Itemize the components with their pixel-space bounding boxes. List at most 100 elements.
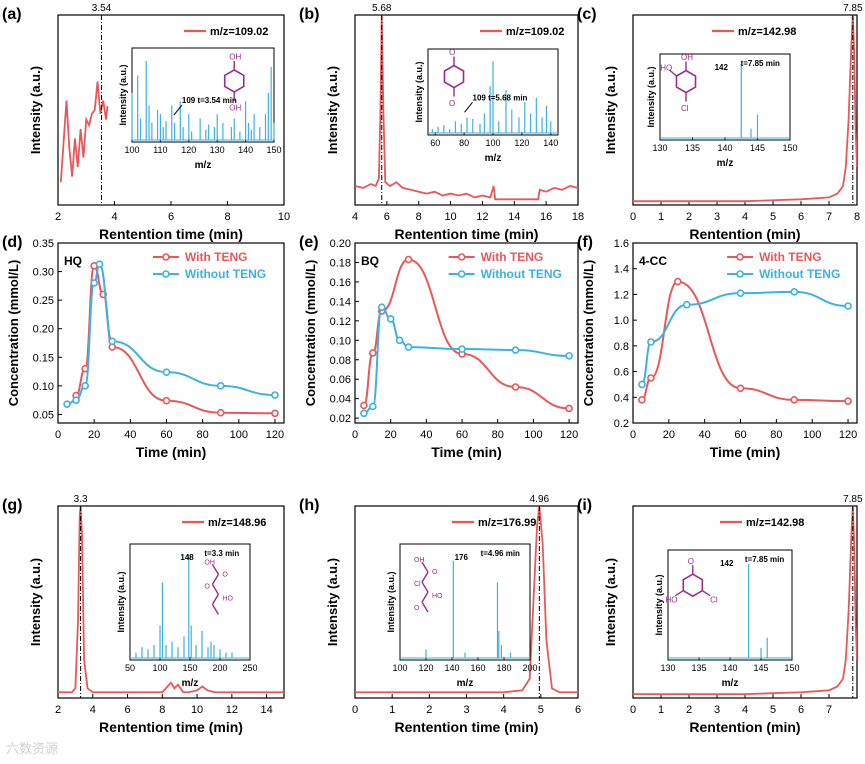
molecule-atom-label: O: [432, 569, 438, 576]
molecule-bond: [211, 584, 220, 595]
x-axis-label: Rentention time (min): [99, 719, 243, 735]
retention-label: 3.3: [74, 494, 88, 505]
peak-annotation: t=3.3 min: [204, 549, 239, 558]
series-line: [640, 290, 849, 386]
y-tick-label: 0.18: [330, 257, 351, 269]
data-point: [369, 349, 377, 357]
x-tick-label: 2: [55, 211, 61, 223]
molecule-bond: [421, 571, 429, 583]
panel-label: (a): [2, 6, 22, 23]
y-axis-label: Concentration (mmol/L): [303, 260, 318, 407]
peak-label: 148: [180, 553, 194, 562]
inset-x-tick-label: 140: [717, 143, 732, 153]
retention-label: 3.54: [92, 3, 112, 14]
x-tick-label: 0: [352, 704, 358, 716]
y-tick-label: 0.04: [330, 394, 351, 406]
inset-x-tick-label: 120: [418, 663, 433, 673]
panel-label: (b): [299, 6, 319, 23]
legend-entry: Without TENG: [759, 267, 840, 281]
x-tick-label: 8: [416, 211, 422, 223]
x-tick-label: 7: [826, 704, 832, 716]
x-tick-label: 3: [714, 704, 720, 716]
y-tick-label: 0.12: [330, 316, 351, 328]
inset-x-label: m/z: [182, 678, 199, 689]
inset-x-tick-label: 100: [152, 663, 167, 673]
molecule-atom-label: O: [222, 571, 228, 578]
y-tick-label: 0.35: [33, 238, 54, 250]
inset-x-tick-label: 50: [125, 663, 135, 673]
x-tick-label: 14: [260, 704, 272, 716]
x-tick-label: 4: [501, 704, 507, 716]
x-tick-label: 12: [226, 704, 238, 716]
molecule-atom-label: OH: [229, 53, 241, 62]
panel-label: (e): [299, 234, 319, 251]
data-point: [682, 300, 691, 309]
inset-x-tick-label: 60: [430, 138, 440, 148]
series-line: [59, 81, 109, 183]
x-tick-label: 6: [384, 211, 390, 223]
inset-frame: [399, 543, 531, 661]
molecule-bond: [669, 69, 677, 77]
retention-label: 7.85: [843, 494, 863, 505]
data-point: [790, 396, 799, 404]
chart-panel-f: (f) Time (min) Concentration (mmol/L) 0 20 40…: [577, 234, 858, 460]
inset-x-tick-label: 250: [242, 663, 257, 673]
x-tick-label: 40: [124, 429, 136, 441]
data-point: [81, 382, 89, 390]
y-axis-label: Concentration (mmol/L): [581, 260, 596, 407]
chart-panel-c: (c) Rentention (min) Intensity (a.u.) 0 1 2 3 4…: [577, 3, 863, 242]
legend-entry: m/z=109.02: [506, 26, 564, 38]
panel-label: (h): [299, 497, 319, 514]
inset-x-tick-label: 135: [685, 143, 700, 153]
legend-marker: [457, 270, 466, 278]
y-tick-label: 0.20: [330, 238, 351, 250]
x-tick-label: 2: [686, 211, 692, 223]
legend-entry: m/z=176.99: [478, 517, 536, 529]
x-tick-label: 16: [540, 211, 552, 223]
plot-frame: [354, 14, 579, 206]
peak-annotation: t=7.85 min: [741, 59, 780, 68]
x-axis-label: Time (min): [431, 444, 502, 460]
x-tick-label: 10: [278, 211, 290, 223]
y-axis-label: Intensity (a.u.): [28, 66, 43, 154]
x-tick-label: 4: [352, 211, 358, 223]
x-tick-label: 100: [230, 429, 248, 441]
x-tick-label: 20: [88, 429, 100, 441]
data-point: [647, 338, 655, 346]
x-tick-label: 8: [159, 704, 165, 716]
x-tick-label: 14: [508, 211, 520, 223]
x-tick-label: 12: [476, 211, 488, 223]
inset-spectrum: m/z=142.98 130 135 140 145 150 m/z Intensity (a…: [654, 517, 804, 689]
data-point: [216, 382, 225, 390]
data-point: [395, 336, 404, 345]
inset-x-tick-label: 160: [470, 663, 485, 673]
inset-x-tick-label: 140: [238, 145, 253, 155]
y-tick-label: 1.4: [614, 264, 629, 276]
y-tick-label: 0.02: [330, 413, 351, 425]
molecule-ring: [682, 573, 704, 598]
y-tick-label: 0.4: [614, 392, 629, 404]
molecule-bond: [211, 594, 220, 605]
data-point: [404, 255, 413, 264]
inset-x-tick-label: 140: [444, 663, 459, 673]
x-axis-label: Rentention (min): [689, 226, 800, 242]
chart-panel-i: (i) Rentention (min) Intensity (a.u.) 0 1 2 3 4…: [577, 494, 863, 735]
retention-label: 4.96: [530, 494, 550, 505]
chart-panel-a: (a) Rentention time (min) Intensity (a.u.)…: [2, 3, 290, 242]
inset-x-label: m/z: [722, 678, 739, 689]
x-tick-label: 20: [385, 429, 397, 441]
x-axis-label: Time (min): [136, 444, 207, 460]
legend-entry: m/z=142.98: [738, 26, 796, 38]
inset-x-label: m/z: [717, 158, 734, 169]
y-axis-label: Intensity (a.u.): [603, 558, 618, 646]
data-point: [458, 345, 466, 353]
y-tick-label: 0.10: [330, 335, 351, 347]
plot-frame: [57, 505, 285, 699]
x-tick-label: 2: [426, 704, 432, 716]
x-axis-label: Time (min): [710, 444, 781, 460]
inset-x-tick-label: 135: [691, 663, 706, 673]
data-point: [647, 374, 655, 382]
y-axis-label: Concentration (mmol/L): [6, 260, 21, 407]
inset-x-tick-label: 150: [784, 663, 799, 673]
y-tick-label: 1.0: [614, 315, 629, 327]
